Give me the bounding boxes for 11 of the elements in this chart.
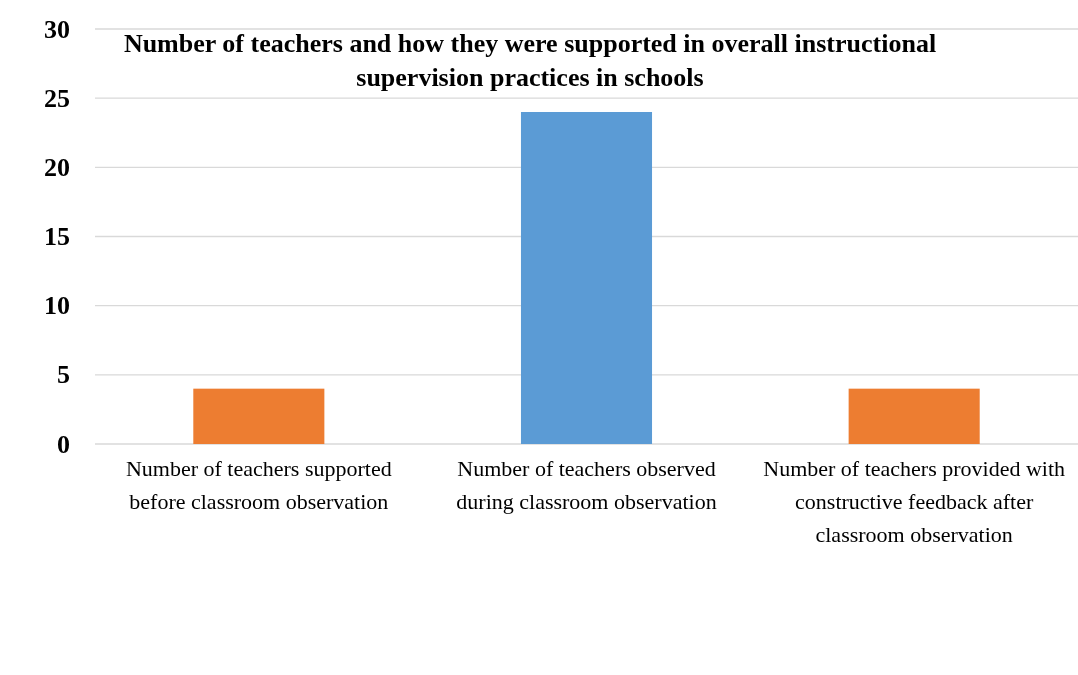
y-tick-label: 20 (44, 152, 70, 182)
y-tick-label: 30 (44, 14, 70, 44)
y-tick-label: 5 (57, 360, 70, 390)
x-tick-label: Number of teachers supported before classroom observation (125, 456, 392, 514)
text: Number of teachers and how they were supported in overall instructional supervision practices in schools (123, 29, 937, 92)
y-tick-label: 0 (57, 429, 70, 459)
y-tick-label: 15 (44, 222, 70, 251)
y-tick-label: 25 (44, 83, 70, 113)
x-tick-label: Number of teachers observed during classroom observation (456, 456, 717, 514)
y-tick-label: 10 (44, 291, 70, 321)
x-tick-label: Number of teachers provided with constructive feedback after classroom observation (763, 456, 1066, 547)
